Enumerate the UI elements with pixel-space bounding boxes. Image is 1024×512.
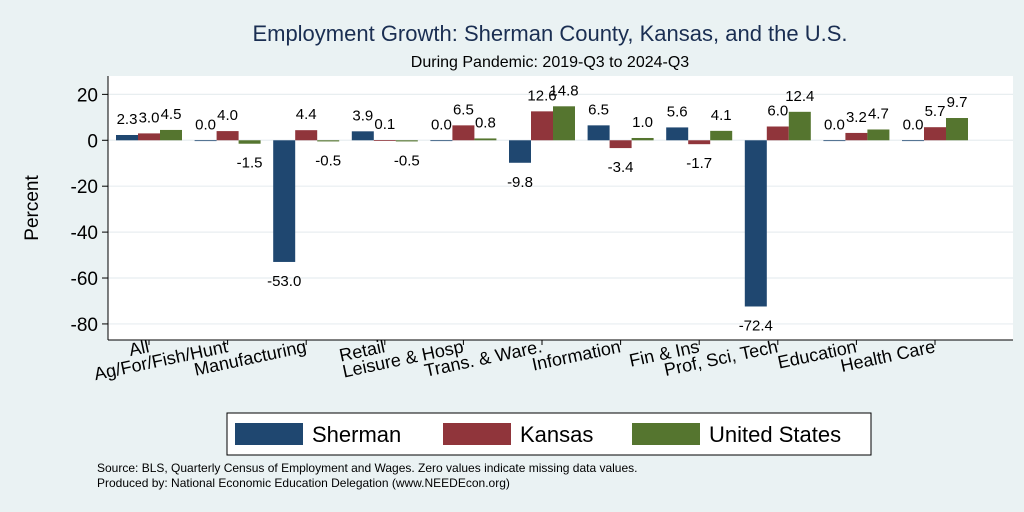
data-label: 12.6	[527, 87, 556, 104]
bar-united-states-7	[710, 130, 733, 141]
data-label: 1.0	[632, 114, 653, 131]
bar-sherman-6	[587, 125, 610, 141]
legend: Sherman Kansas United States	[226, 412, 872, 456]
y-axis: 20 0 -20 -40 -60 -80	[71, 76, 1013, 341]
bar-sherman-7	[666, 127, 689, 141]
data-label: 3.0	[139, 109, 160, 126]
bar-united-states-2	[317, 140, 340, 142]
bar-kansas-3	[373, 140, 396, 141]
data-label: 4.5	[161, 106, 182, 123]
data-label: -53.0	[267, 273, 301, 290]
data-label: 4.0	[217, 107, 238, 124]
data-label: 5.7	[925, 103, 946, 120]
data-label: 14.8	[549, 82, 578, 99]
bar-kansas-5	[531, 111, 553, 141]
bar-kansas-8	[766, 126, 789, 141]
data-label: 4.1	[711, 107, 732, 124]
bars	[116, 106, 968, 307]
y-tick-label: -60	[71, 269, 98, 290]
y-tick-label: 20	[77, 85, 98, 106]
data-label: 0.0	[903, 116, 924, 133]
data-label: 6.5	[588, 101, 609, 118]
bar-united-states-1	[238, 140, 261, 144]
data-label: 4.7	[868, 105, 889, 122]
data-label: 0.1	[374, 116, 395, 133]
y-axis-label: Percent	[22, 175, 43, 241]
data-label: 0.8	[475, 114, 496, 131]
legend-label-sherman: Sherman	[312, 422, 401, 447]
data-label: 0.0	[195, 116, 216, 133]
bar-kansas-0	[138, 133, 160, 141]
bar-kansas-9	[845, 132, 868, 141]
y-tick-label: -40	[71, 223, 98, 244]
data-label: -1.7	[686, 155, 712, 172]
y-tick-label: 0	[87, 131, 98, 152]
bar-kansas-10	[924, 127, 946, 141]
bar-united-states-9	[867, 129, 890, 141]
grid-lines	[108, 93, 1013, 325]
data-label: -9.8	[507, 174, 533, 191]
data-label: 12.4	[785, 88, 814, 105]
legend-box	[226, 412, 872, 456]
data-label: 0.0	[824, 116, 845, 133]
bar-sherman-10	[902, 140, 924, 142]
producer-note: Produced by: National Economic Education…	[97, 476, 510, 490]
bar-kansas-4	[452, 125, 475, 141]
bar-sherman-9	[823, 140, 846, 142]
chart-subtitle: During Pandemic: 2019-Q3 to 2024-Q3	[411, 54, 689, 71]
data-label: 2.3	[117, 111, 138, 128]
legend-swatch-sherman	[235, 423, 303, 445]
bar-kansas-6	[609, 140, 632, 149]
legend-swatch-kansas	[443, 423, 511, 445]
data-label: 5.6	[667, 103, 688, 120]
y-tick-label: -20	[71, 177, 98, 198]
data-label: 0.0	[431, 116, 452, 133]
data-label: -3.4	[608, 159, 634, 176]
data-label: 4.4	[296, 106, 317, 123]
bar-sherman-8	[744, 140, 767, 307]
x-tick-label: All	[127, 336, 151, 360]
bar-united-states-5	[553, 106, 575, 141]
data-label: 6.0	[767, 103, 788, 120]
data-label: 3.9	[352, 107, 373, 124]
bar-united-states-4	[474, 138, 497, 141]
legend-label-kansas: Kansas	[520, 422, 593, 447]
bar-sherman-0	[116, 134, 138, 141]
data-label: 9.7	[947, 94, 968, 111]
bar-sherman-2	[273, 140, 296, 262]
bar-united-states-0	[160, 129, 182, 141]
bar-sherman-4	[430, 140, 453, 142]
source-note: Source: BLS, Quarterly Census of Employm…	[97, 461, 637, 475]
bar-kansas-2	[295, 130, 318, 141]
bar-united-states-6	[631, 137, 654, 141]
data-label: -72.4	[739, 317, 773, 334]
bar-united-states-10	[946, 118, 968, 141]
bar-united-states-3	[395, 140, 418, 142]
bar-sherman-5	[509, 140, 531, 163]
legend-label-united-states: United States	[709, 422, 841, 447]
bar-kansas-1	[216, 131, 239, 141]
chart-title: Employment Growth: Sherman County, Kansa…	[252, 21, 847, 46]
data-labels: 2.3 3.0 4.50.04.0-1.5-53.04.4-0.53.90.1-0.…	[117, 82, 968, 334]
data-label: -0.5	[394, 152, 420, 169]
data-label: -0.5	[315, 152, 341, 169]
bar-kansas-7	[688, 140, 711, 145]
legend-swatch-united-states	[632, 423, 700, 445]
bar-sherman-1	[194, 140, 217, 142]
data-label: 3.2	[846, 109, 867, 126]
y-tick-label: -80	[71, 315, 98, 336]
bar-sherman-3	[351, 131, 374, 141]
bar-united-states-8	[788, 111, 811, 141]
data-label: -1.5	[237, 155, 263, 172]
data-label: 6.5	[453, 101, 474, 118]
